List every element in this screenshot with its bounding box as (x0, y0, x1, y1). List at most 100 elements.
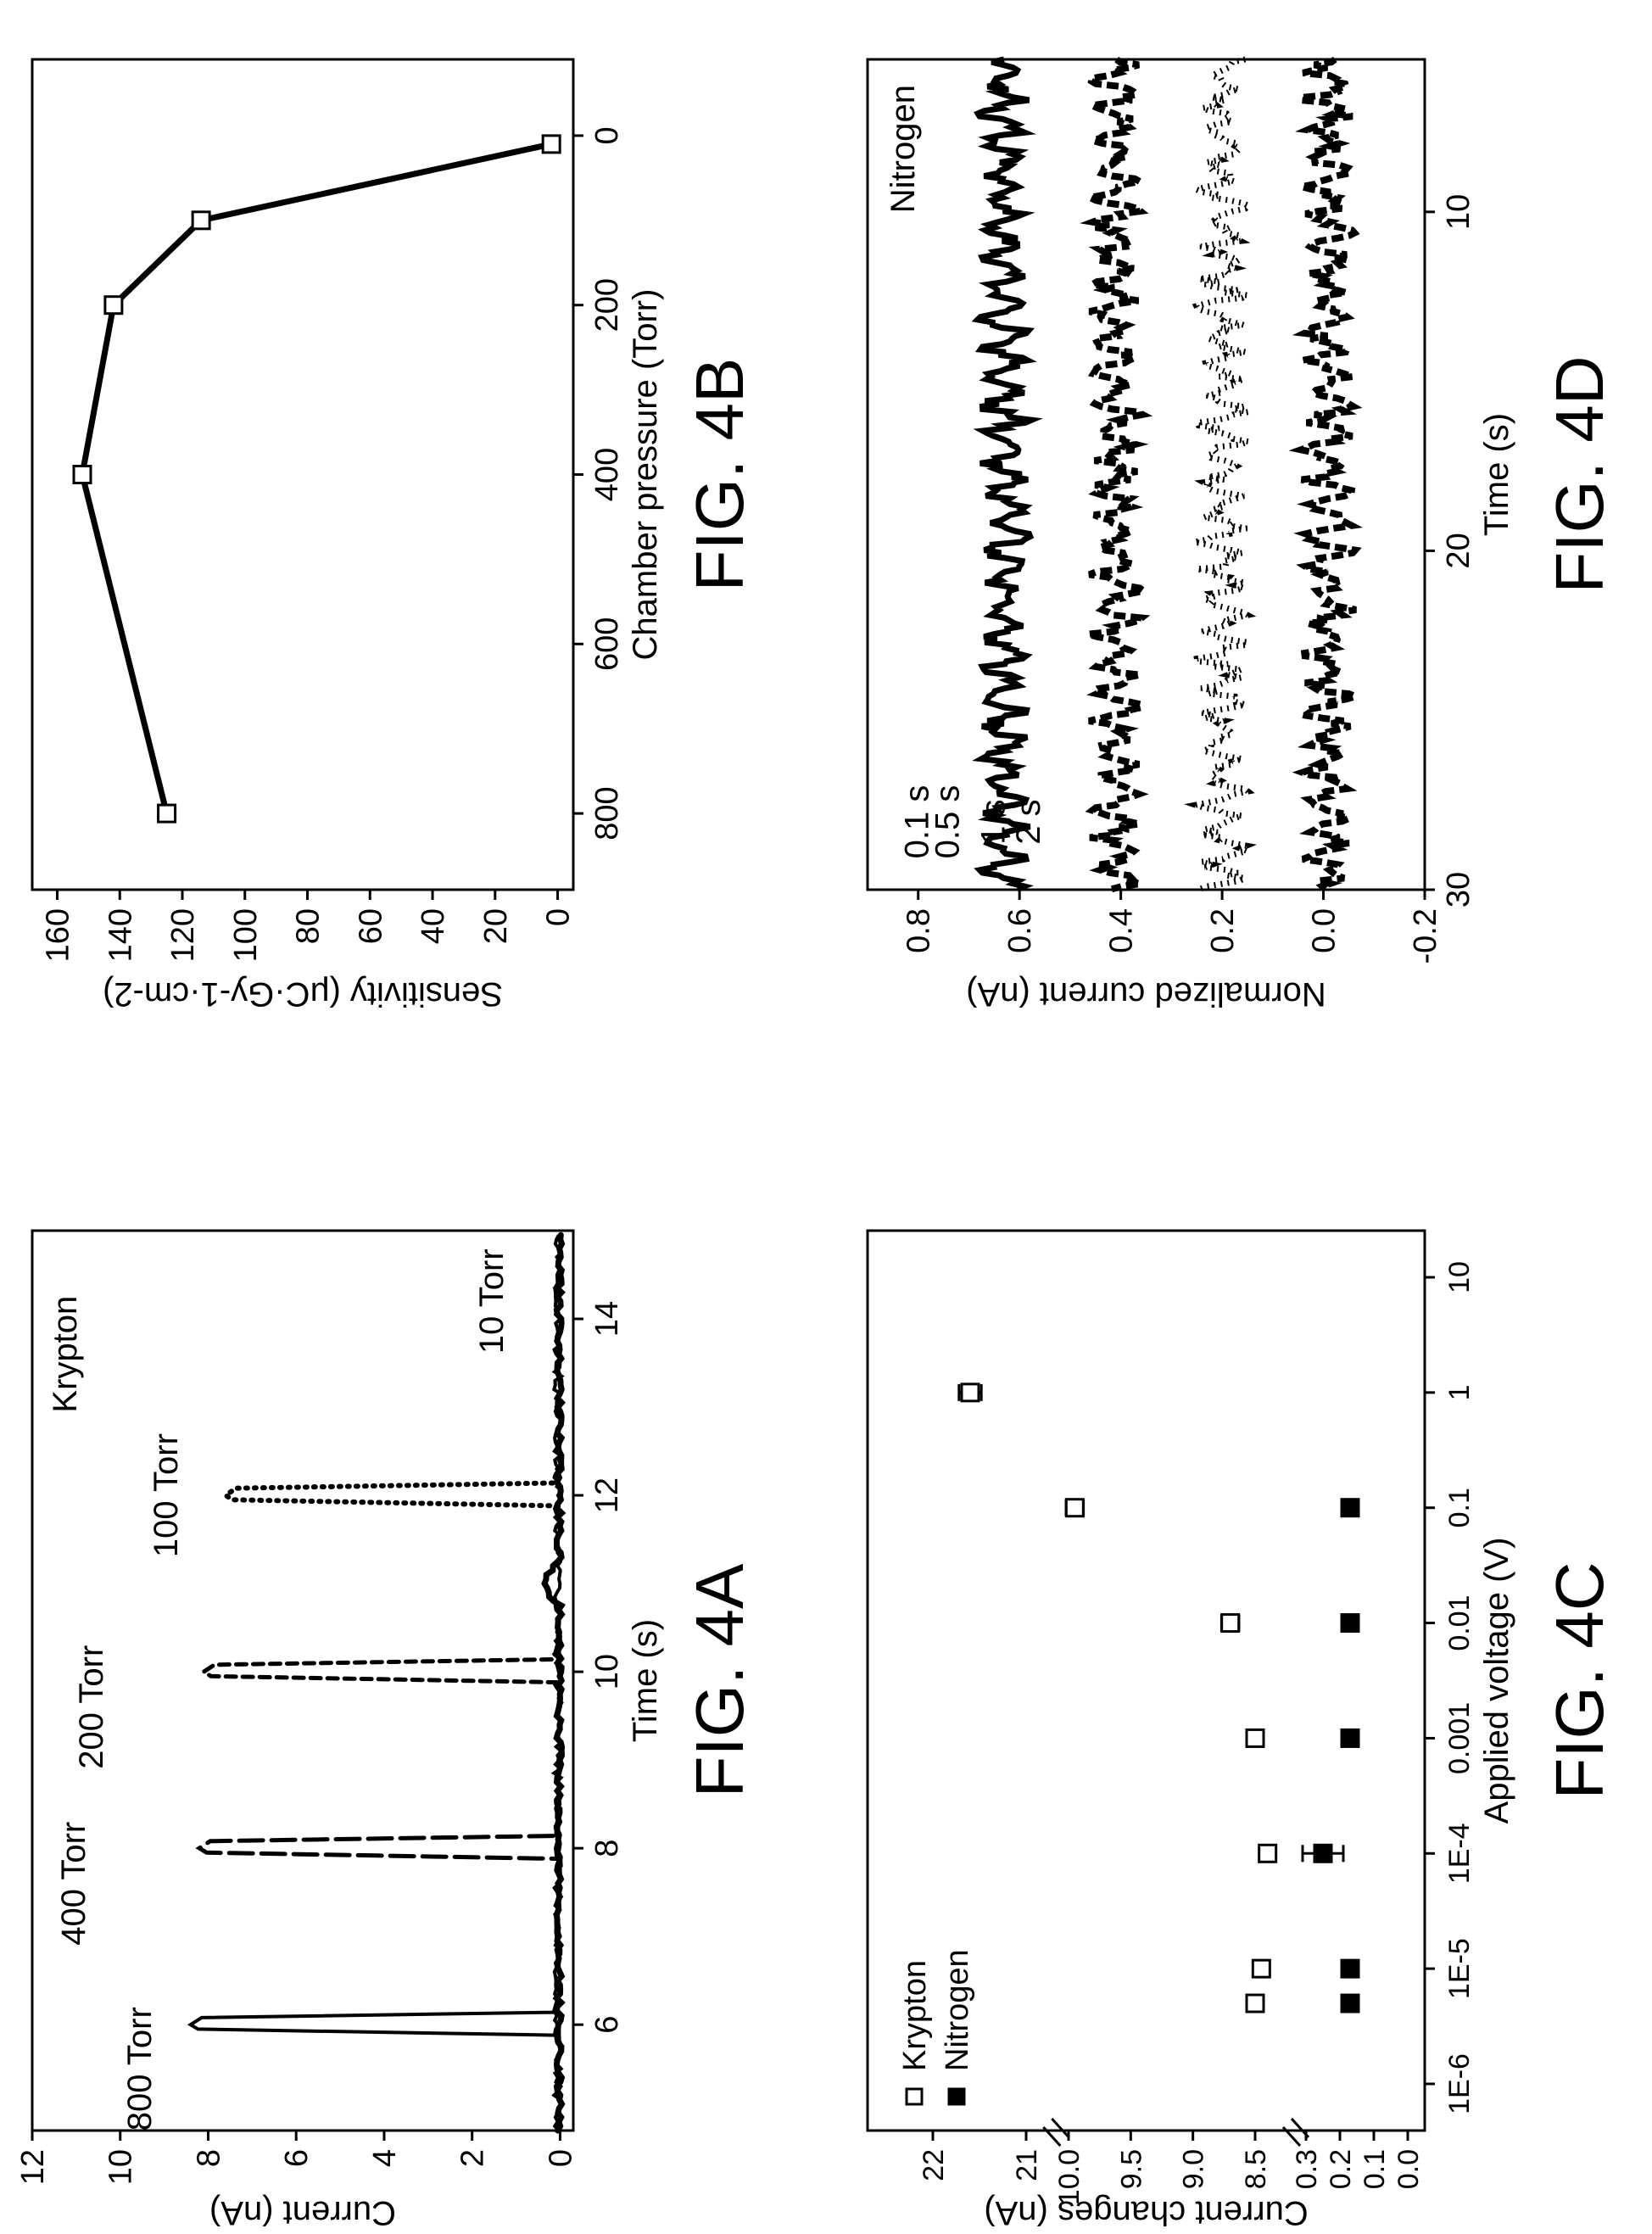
y-tick-label-a: 4 (367, 2149, 403, 2167)
axis-break-c (1042, 2117, 1070, 2147)
y-tick-label-b: 60 (353, 908, 388, 944)
x-axis-title-c: Applied voltage (V) (1478, 1538, 1515, 1824)
data-point-krypton (1258, 1843, 1278, 1863)
x-axis-title-d: Time (s) (1478, 413, 1515, 536)
figure-label-4a: FIG. 4A (682, 1563, 757, 1797)
plot-frame-a (31, 1229, 575, 2132)
x-tick-label-b: 600 (589, 617, 625, 671)
figure-label-4d: FIG. 4D (1542, 355, 1617, 593)
data-point-krypton (1245, 1993, 1265, 2013)
y-tick-label-c: 0.3 (1291, 2149, 1323, 2189)
legend-label-krypton: Krypton (897, 1960, 933, 2071)
x-tick-label-a: 14 (589, 1301, 625, 1337)
series-label-a: 200 Torr (73, 1645, 110, 1769)
y-tick-label-a: 10 (103, 2149, 139, 2185)
series-label-d: 1 s (974, 799, 1012, 844)
data-point-b (103, 295, 124, 316)
x-tick-label-b: 400 (589, 448, 625, 501)
series-line-a (195, 1811, 562, 1877)
y-tick-label-b: 100 (228, 908, 264, 962)
series-label-a: 800 Torr (121, 2007, 159, 2131)
data-point-b (191, 210, 211, 231)
y-tick-label-a: 6 (279, 2149, 315, 2167)
data-point-nitrogen (1340, 1728, 1360, 1748)
x-tick-label-c: 0.001 (1443, 1702, 1476, 1774)
plot-frame-c (866, 1229, 1426, 2132)
y-tick-label-a: 8 (191, 2149, 226, 2167)
x-tick-label-a: 6 (589, 2016, 625, 2034)
y-tick-label-c: 0.0 (1392, 2149, 1425, 2189)
series-line-a (187, 1987, 562, 2053)
series-label-a: 10 Torr (473, 1248, 511, 1354)
y-tick-label-a: 0 (543, 2149, 578, 2167)
y-tick-label-d: 0.0 (1307, 908, 1342, 953)
data-point-krypton (1220, 1613, 1241, 1634)
y-tick-label-d: 0.4 (1104, 908, 1140, 953)
x-tick-label-c: 1E-5 (1443, 1938, 1476, 1999)
y-tick-label-b: 40 (416, 908, 451, 944)
panel-4d: 10 20 30-0.2 0.0 0.2 0.4 0.6 0.8 Time (s) Normali… (866, 56, 1617, 1013)
y-tick-label-c: 0.1 (1359, 2149, 1391, 2189)
x-tick-label-b: 200 (589, 278, 625, 332)
x-tick-label-a: 8 (589, 1840, 625, 1857)
plot-frame-d (866, 58, 1426, 891)
y-tick-label-c: 8.5 (1240, 2149, 1272, 2189)
data-point-nitrogen (1313, 1843, 1333, 1863)
y-tick-label-c: 10.0 (1053, 2149, 1086, 2205)
x-tick-label-c: 0.01 (1443, 1595, 1476, 1650)
legend-marker-krypton (905, 2087, 924, 2106)
panel-4b: 0 200 400 600 800 0 20 40 60 80 100 120 140 160 Chambe… (31, 58, 757, 1013)
x-axis-title-a: Time (s) (627, 1619, 664, 1742)
data-point-krypton (1251, 1958, 1271, 1979)
y-tick-label-a: 12 (15, 2149, 51, 2185)
series-line-d (971, 56, 1043, 892)
panel-4a: 6 8 10 12 14 0 2 4 6 8 10 12 Time (s) Current (nA) FIG… (15, 1229, 757, 2231)
series-label-a: 100 Torr (148, 1433, 185, 1557)
legend-marker-nitrogen (947, 2087, 966, 2106)
y-tick-label-b: 120 (165, 908, 201, 962)
y-axis-title-b: Sensitivity (μC·Gy-1·cm-2) (103, 975, 503, 1013)
baseline-noise-a (550, 1234, 565, 2132)
gas-label-a: Krypton (47, 1296, 84, 1413)
y-tick-label-b: 140 (103, 908, 138, 962)
series-label-d: 2 s (1010, 799, 1047, 844)
figure-label-4b: FIG. 4B (682, 358, 757, 592)
y-tick-label-c: 21 (1011, 2149, 1043, 2181)
x-tick-label-d: 30 (1441, 872, 1476, 908)
axis-break-c (1281, 2117, 1310, 2147)
data-point-nitrogen (1340, 1958, 1360, 1979)
series-line-d (1288, 56, 1366, 892)
y-tick-label-c: 9.0 (1178, 2149, 1210, 2189)
x-tick-label-c: 1E-6 (1443, 2053, 1476, 2114)
series-label-d: 0.5 s (929, 785, 967, 859)
series-label-d: 0.1 s (899, 785, 936, 859)
x-tick-label-d: 20 (1441, 533, 1476, 568)
x-tick-label-a: 12 (589, 1477, 625, 1513)
figure-label-4c: FIG. 4C (1542, 1561, 1617, 1799)
data-point-krypton (1245, 1728, 1265, 1748)
data-point-nitrogen (1340, 1613, 1360, 1634)
y-tick-label-d: 0.2 (1205, 908, 1241, 953)
panel-4c: 1E-61E-51E-40.0010.010.11100.00.10.20.38… (866, 1229, 1617, 2231)
gas-label-d: Nitrogen (885, 85, 922, 213)
x-tick-label-b: 0 (589, 126, 625, 144)
x-tick-label-c: 10 (1443, 1261, 1476, 1293)
x-tick-label-c: 1E-4 (1443, 1823, 1476, 1884)
y-tick-label-d: 0.6 (1002, 908, 1038, 953)
series-line-a (199, 1634, 562, 1701)
y-tick-label-c: 0.2 (1325, 2149, 1357, 2189)
y-tick-label-d: -0.2 (1408, 908, 1443, 963)
data-point-b (72, 465, 92, 484)
x-tick-label-b: 800 (589, 786, 625, 840)
y-tick-label-c: 9.5 (1115, 2149, 1147, 2189)
y-tick-label-a: 2 (455, 2149, 491, 2167)
series-line-a (220, 1457, 563, 1525)
x-tick-label-c: 1 (1443, 1384, 1476, 1400)
data-point-nitrogen (1340, 1993, 1360, 2013)
plot-frame-b (31, 58, 575, 891)
data-point-krypton (960, 1382, 980, 1403)
x-tick-label-c: 0.1 (1443, 1488, 1476, 1527)
x-tick-label-a: 10 (589, 1654, 625, 1689)
data-point-krypton (1064, 1498, 1085, 1518)
